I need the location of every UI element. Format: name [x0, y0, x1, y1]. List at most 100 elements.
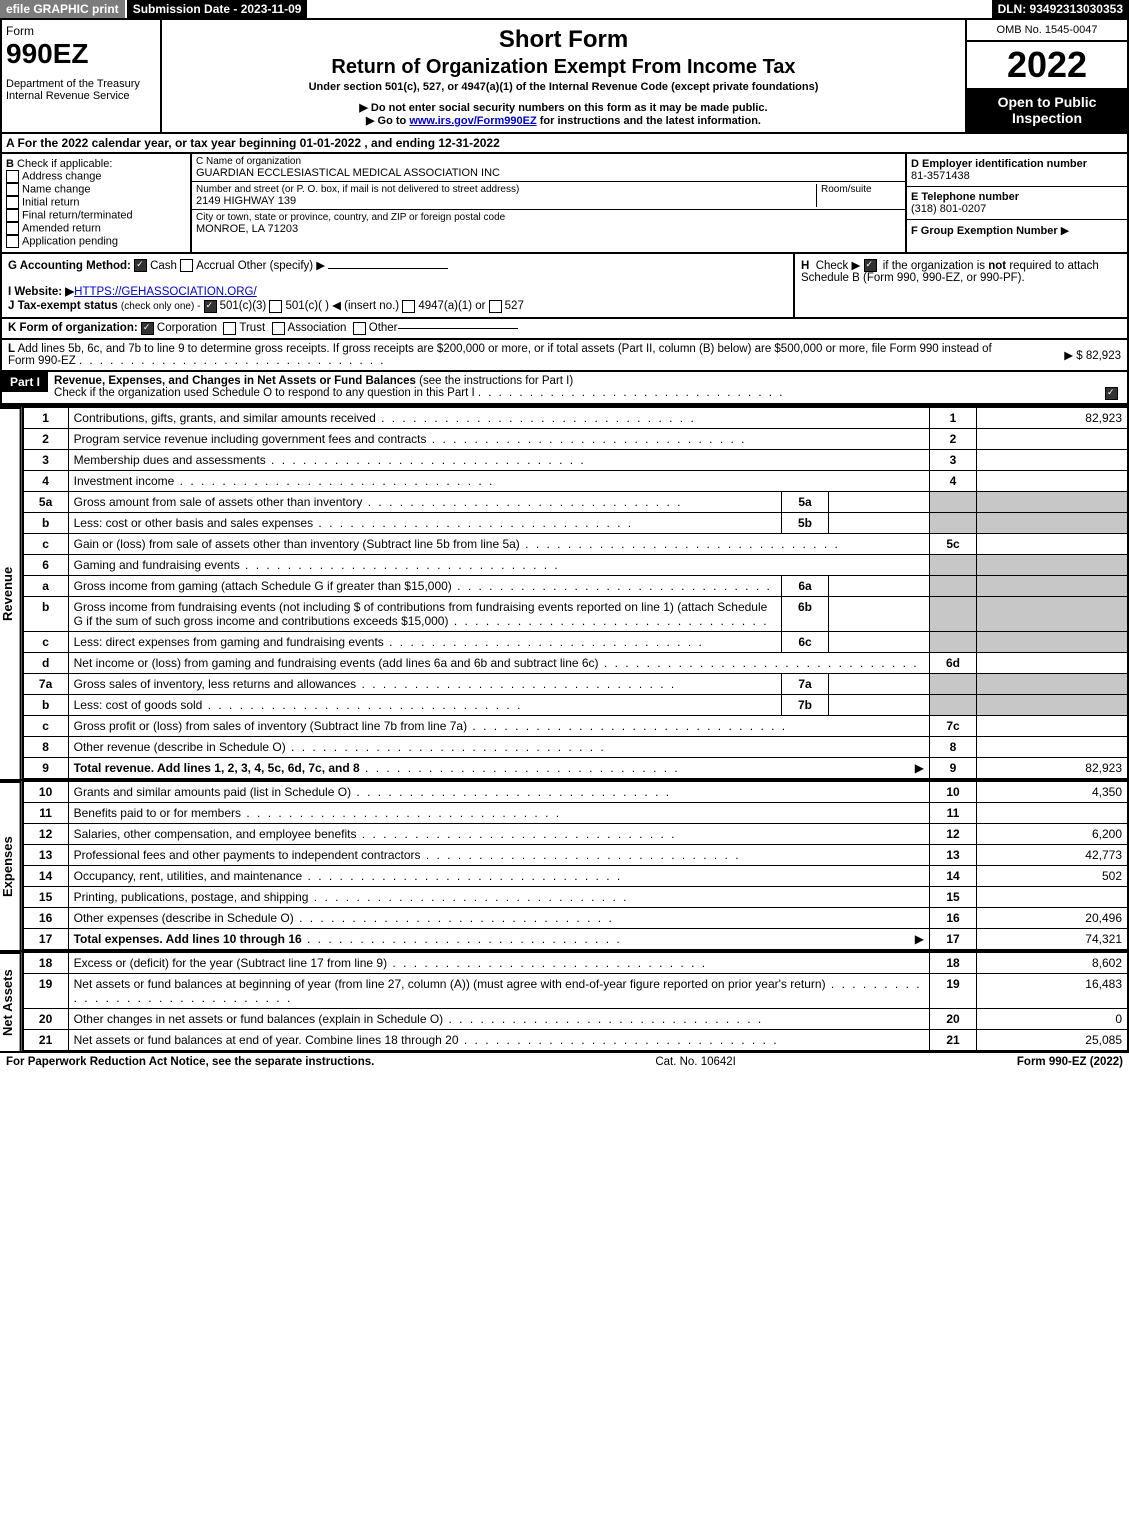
501c-checkbox[interactable] [269, 300, 282, 313]
527-checkbox[interactable] [489, 300, 502, 313]
irs-link[interactable]: www.irs.gov/Form990EZ [409, 115, 536, 127]
section-c: C Name of organization GUARDIAN ECCLESIA… [192, 154, 907, 252]
mid-line-number: 7a [782, 673, 829, 694]
table-row: 5aGross amount from sale of assets other… [23, 491, 1128, 512]
line-description: Excess or (deficit) for the year (Subtra… [68, 952, 929, 973]
line-description: Less: direct expenses from gaming and fu… [68, 631, 781, 652]
mid-line-number: 6b [782, 596, 829, 631]
line-number: 5a [23, 491, 69, 512]
line-number: 18 [23, 952, 69, 973]
mid-line-number: 5b [782, 512, 829, 533]
line-number: 2 [23, 428, 69, 449]
mid-line-value [829, 491, 930, 512]
right-line-value [977, 470, 1129, 491]
table-row: 13Professional fees and other payments t… [23, 844, 1128, 865]
line-description: Occupancy, rent, utilities, and maintena… [68, 865, 929, 886]
initial-return-checkbox[interactable] [6, 196, 19, 209]
other-org-input[interactable] [398, 328, 518, 329]
under-section: Under section 501(c), 527, or 4947(a)(1)… [166, 81, 961, 93]
right-line-number: 12 [930, 823, 977, 844]
application-pending-checkbox[interactable] [6, 235, 19, 248]
association-checkbox[interactable] [272, 322, 285, 335]
line-number: 19 [23, 973, 69, 1008]
line-description: Benefits paid to or for members [68, 802, 929, 823]
table-row: 21Net assets or fund balances at end of … [23, 1029, 1128, 1050]
gh-row: G Accounting Method: Cash Accrual Other … [0, 254, 1129, 319]
website-link[interactable]: HTTPS://GEHASSOCIATION.ORG/ [74, 286, 257, 298]
table-row: bLess: cost of goods sold7b [23, 694, 1128, 715]
corporation-checkbox[interactable] [141, 322, 154, 335]
cash-checkbox[interactable] [134, 259, 147, 272]
schedule-b-checkbox[interactable] [864, 259, 877, 272]
table-row: 7aGross sales of inventory, less returns… [23, 673, 1128, 694]
accrual-checkbox[interactable] [180, 259, 193, 272]
line-number: b [23, 596, 69, 631]
right-line-number: 21 [930, 1029, 977, 1050]
omb-number: OMB No. 1545-0047 [967, 20, 1127, 42]
line-description: Net assets or fund balances at beginning… [68, 973, 929, 1008]
expenses-section: Expenses 10Grants and similar amounts pa… [0, 779, 1129, 950]
table-row: 18Excess or (deficit) for the year (Subt… [23, 952, 1128, 973]
right-line-value [977, 736, 1129, 757]
mid-line-value [829, 575, 930, 596]
line-description: Gaming and fundraising events [68, 554, 929, 575]
dln-label: DLN: 93492313030353 [992, 0, 1129, 18]
form-number: 990EZ [6, 38, 156, 70]
right-line-number: 17 [930, 928, 977, 949]
line-description: Net income or (loss) from gaming and fun… [68, 652, 929, 673]
right-line-number: 18 [930, 952, 977, 973]
line-description: Salaries, other compensation, and employ… [68, 823, 929, 844]
line-description: Printing, publications, postage, and shi… [68, 886, 929, 907]
header-right: OMB No. 1545-0047 2022 Open to Public In… [967, 20, 1127, 132]
main-title: Return of Organization Exempt From Incom… [166, 56, 961, 79]
mid-line-number: 6a [782, 575, 829, 596]
org-city: MONROE, LA 71203 [196, 223, 901, 235]
line-number: d [23, 652, 69, 673]
501c3-checkbox[interactable] [204, 300, 217, 313]
line-number: 7a [23, 673, 69, 694]
line-number: 20 [23, 1008, 69, 1029]
right-line-value: 74,321 [977, 928, 1129, 949]
right-line-number: 16 [930, 907, 977, 928]
goto-note: Go to www.irs.gov/Form990EZ for instruct… [166, 114, 961, 127]
4947a1-checkbox[interactable] [402, 300, 415, 313]
line-number: c [23, 533, 69, 554]
line-number: 16 [23, 907, 69, 928]
revenue-table: 1Contributions, gifts, grants, and simil… [22, 407, 1129, 779]
table-row: bLess: cost or other basis and sales exp… [23, 512, 1128, 533]
schedule-o-checkbox[interactable] [1105, 387, 1118, 400]
other-org-checkbox[interactable] [353, 322, 366, 335]
section-def: D Employer identification number 81-3571… [907, 154, 1127, 252]
right-line-value: 0 [977, 1008, 1129, 1029]
final-return-checkbox[interactable] [6, 209, 19, 222]
amended-return-checkbox[interactable] [6, 222, 19, 235]
row-a-period: A For the 2022 calendar year, or tax yea… [0, 134, 1129, 154]
right-line-value [977, 449, 1129, 470]
form-header: Form 990EZ Department of the Treasury In… [0, 20, 1129, 134]
name-change-checkbox[interactable] [6, 183, 19, 196]
other-method-input[interactable] [328, 268, 448, 269]
mid-line-number: 7b [782, 694, 829, 715]
right-line-number: 20 [930, 1008, 977, 1029]
line-number: 9 [23, 757, 69, 778]
line-number: 14 [23, 865, 69, 886]
right-line-value: 82,923 [977, 407, 1129, 428]
dept-label: Department of the Treasury [6, 78, 156, 90]
line-number: 11 [23, 802, 69, 823]
line-number: a [23, 575, 69, 596]
line-description: Other expenses (describe in Schedule O) [68, 907, 929, 928]
trust-checkbox[interactable] [223, 322, 236, 335]
line-description: Gross sales of inventory, less returns a… [68, 673, 781, 694]
org-name: GUARDIAN ECCLESIASTICAL MEDICAL ASSOCIAT… [196, 167, 901, 179]
table-row: 17Total expenses. Add lines 10 through 1… [23, 928, 1128, 949]
netassets-side-label: Net Assets [0, 952, 22, 1051]
table-row: 4Investment income4 [23, 470, 1128, 491]
right-line-value: 4,350 [977, 781, 1129, 802]
line-description: Grants and similar amounts paid (list in… [68, 781, 929, 802]
table-row: 16Other expenses (describe in Schedule O… [23, 907, 1128, 928]
right-line-number: 9 [930, 757, 977, 778]
address-change-checkbox[interactable] [6, 170, 19, 183]
irs-label: Internal Revenue Service [6, 90, 156, 102]
expenses-table: 10Grants and similar amounts paid (list … [22, 781, 1129, 950]
table-row: dNet income or (loss) from gaming and fu… [23, 652, 1128, 673]
